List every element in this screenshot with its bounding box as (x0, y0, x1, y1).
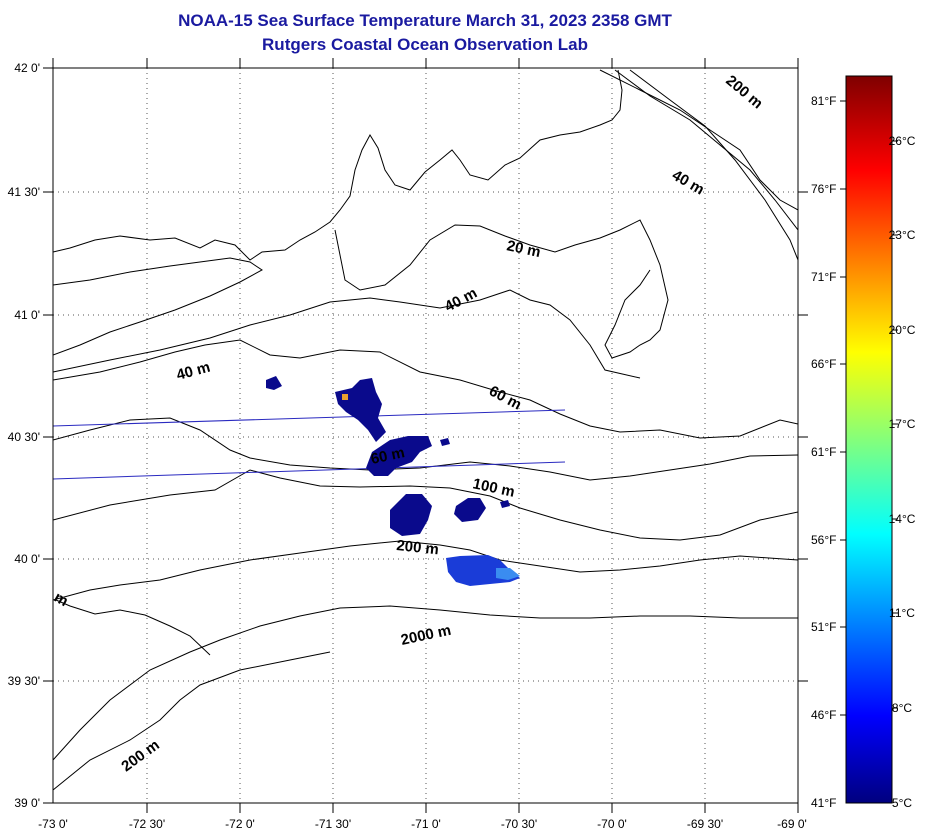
colorbar-f-label: 51°F (811, 620, 837, 634)
lon-label: -71 0' (411, 817, 441, 831)
colorbar-f-label: 46°F (811, 708, 837, 722)
lat-label: 39 30' (7, 674, 40, 688)
colorbar-f-label: 66°F (811, 357, 837, 371)
lat-label: 42 0' (14, 61, 40, 75)
colorbar-c-label: 11°C (889, 606, 915, 620)
colorbar (845, 75, 893, 804)
lon-label: -70 0' (597, 817, 627, 831)
colorbar-ticks (840, 100, 898, 716)
long-island-shore (53, 257, 263, 356)
isobath-label: 200 m (396, 537, 440, 558)
isobath-label: 40 m (442, 284, 480, 315)
lat-label: 40 0' (14, 552, 40, 566)
lon-label: -72 30' (128, 817, 166, 831)
isobath-label: m (51, 589, 71, 610)
isobath-label: 60 m (486, 383, 524, 414)
page-title: NOAA-15 Sea Surface Temperature March 31… (178, 11, 672, 30)
lat-label: 41 30' (7, 185, 40, 199)
satellite-track-lines (53, 409, 566, 480)
colorbar-f-label: 71°F (811, 270, 837, 284)
isobath-label: 40 m (175, 359, 212, 384)
colorbar-f-label: 41°F (811, 796, 837, 810)
isobath-label: 20 m (505, 237, 542, 261)
coastline (53, 69, 669, 656)
isobath-label: 60 m (369, 444, 406, 468)
lat-label: 41 0' (14, 308, 40, 322)
colorbar-c-label: 20°C (888, 323, 916, 337)
colorbar-c-label: 26°C (888, 134, 916, 148)
colorbar-f-label: 61°F (811, 445, 837, 459)
lat-label: 40 30' (7, 430, 40, 444)
colorbar-c-label: 17°C (888, 417, 916, 431)
isobath-label: 200 m (722, 72, 766, 112)
page-subtitle: Rutgers Coastal Ocean Observation Lab (262, 35, 588, 54)
isobath-label: 40 m (669, 167, 707, 199)
isobath-label: 100 m (471, 475, 516, 500)
colorbar-f-label: 56°F (811, 533, 837, 547)
colorbar-c-label: 23°C (888, 228, 916, 242)
colorbar-f-label: 76°F (811, 182, 837, 196)
lat-label: 39 0' (14, 796, 40, 810)
colorbar-f-label: 81°F (811, 94, 837, 108)
lon-label: -69 0' (777, 817, 807, 831)
lon-label: -69 30' (686, 817, 724, 831)
map-grid (53, 68, 798, 803)
sst-pixels (266, 376, 520, 586)
lon-label: -70 30' (500, 817, 538, 831)
map-ticks (43, 58, 808, 813)
colorbar-c-label: 5°C (891, 796, 913, 810)
colorbar-c-label: 8°C (891, 701, 913, 715)
colorbar-c-label: 14°C (888, 512, 916, 526)
lon-label: -72 0' (225, 817, 255, 831)
lon-label: -73 0' (38, 817, 68, 831)
isobath-label: 2000 m (399, 622, 452, 649)
lon-label: -71 30' (314, 817, 352, 831)
